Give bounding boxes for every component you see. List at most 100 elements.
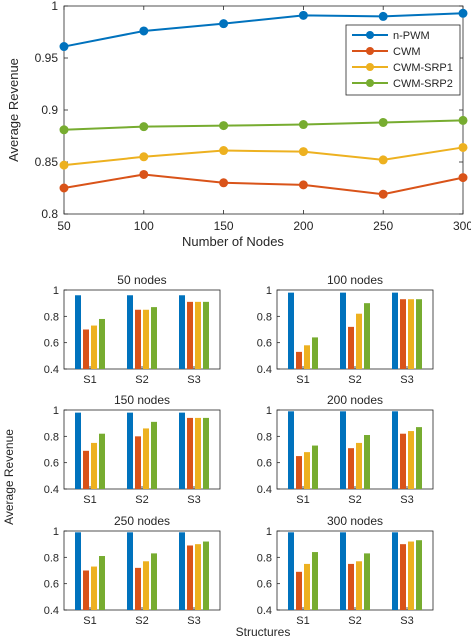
bar-chart-x-axis-label: Structures <box>236 625 291 639</box>
bar <box>340 411 346 489</box>
series-line-cwm-srp1 <box>63 146 464 167</box>
line-chart-series <box>59 8 468 199</box>
bar <box>179 412 185 489</box>
bar <box>195 301 201 369</box>
line-chart-x-axis-label: Number of Nodes <box>182 234 284 249</box>
bar <box>127 412 133 489</box>
bar <box>179 295 185 369</box>
data-point <box>458 8 468 18</box>
data-point <box>59 160 69 170</box>
x-tick-label: S1 <box>83 374 96 386</box>
x-tick-label: S1 <box>296 494 309 506</box>
x-tick-label: S3 <box>400 615 413 627</box>
data-point <box>458 115 468 125</box>
data-point <box>59 125 69 135</box>
x-tick-label: S2 <box>135 494 148 506</box>
bar <box>356 442 362 489</box>
bar <box>179 532 185 610</box>
data-point <box>219 19 229 29</box>
y-tick-label: 0.6 <box>44 338 59 350</box>
panel-title: 50 nodes <box>117 273 166 287</box>
y-tick-label: 0.6 <box>44 458 59 470</box>
data-point <box>219 178 229 188</box>
legend-label: CWM <box>393 46 421 58</box>
y-tick-label: 0.4 <box>44 484 59 496</box>
bar <box>195 417 201 489</box>
bar <box>312 337 318 369</box>
y-tick-label: 0.8 <box>44 552 59 564</box>
y-tick-label: 0.6 <box>257 338 272 350</box>
data-point <box>458 173 468 183</box>
x-tick-label: 300 <box>453 219 471 233</box>
bar <box>364 303 370 369</box>
bar <box>364 435 370 489</box>
bar <box>348 563 354 610</box>
bar <box>416 427 422 489</box>
panel-axes-box <box>63 289 221 370</box>
y-tick-label: 0.4 <box>44 605 59 617</box>
bar <box>312 445 318 489</box>
bar-panel-50-nodes: 50 nodes 0.4 0.6 0.8 1 S1 S2 S3 <box>44 273 221 386</box>
legend-swatch-marker <box>366 79 374 87</box>
bar <box>203 541 209 610</box>
y-tick-label: 0.4 <box>257 484 272 496</box>
bar <box>296 351 302 369</box>
bar <box>195 544 201 610</box>
y-tick-label: 0.9 <box>41 103 58 117</box>
line-chart: 0.8 0.85 0.9 0.95 1 50 100 150 200 250 300 Number… <box>6 0 471 249</box>
series-line-cwm <box>63 173 464 196</box>
bar <box>356 561 362 610</box>
y-tick-label: 0.6 <box>257 579 272 591</box>
bar <box>392 411 398 489</box>
panel-title: 250 nodes <box>114 514 170 528</box>
data-point <box>378 189 388 199</box>
line-chart-x-ticks: 50 100 150 200 250 300 <box>57 6 471 233</box>
legend-label: n-PWM <box>393 30 430 42</box>
bar <box>304 563 310 610</box>
data-point <box>378 117 388 127</box>
y-tick-label: 0.8 <box>257 311 272 323</box>
bar <box>143 309 149 369</box>
y-tick-label: 0.8 <box>44 431 59 443</box>
x-tick-label: S1 <box>296 374 309 386</box>
y-tick-label: 1 <box>266 526 272 538</box>
series-line-cwm-srp2 <box>63 119 464 131</box>
data-point <box>378 11 388 21</box>
data-point <box>59 183 69 193</box>
panel-title: 150 nodes <box>114 393 170 407</box>
y-tick-label: 1 <box>51 0 58 13</box>
x-tick-label: S2 <box>348 494 361 506</box>
bar <box>416 299 422 369</box>
bar <box>75 412 81 489</box>
panel-axes-box <box>63 409 221 490</box>
bar <box>296 456 302 489</box>
line-chart-y-ticks: 0.8 0.85 0.9 0.95 1 <box>35 0 463 221</box>
x-tick-label: 50 <box>57 219 71 233</box>
bar <box>392 292 398 369</box>
bar <box>288 532 294 610</box>
panel-axes-box <box>276 289 434 370</box>
bar <box>151 307 157 369</box>
x-tick-label: S1 <box>296 615 309 627</box>
x-tick-label: 200 <box>293 219 313 233</box>
y-tick-label: 1 <box>53 285 59 297</box>
y-tick-label: 0.8 <box>257 552 272 564</box>
y-tick-label: 0.8 <box>41 207 58 221</box>
data-point <box>298 10 308 20</box>
bar <box>187 545 193 610</box>
bar <box>408 299 414 369</box>
series-line-n-pwm <box>63 12 464 48</box>
data-point <box>139 152 149 162</box>
bar <box>400 544 406 610</box>
y-tick-label: 0.6 <box>257 458 272 470</box>
panel-axes-box <box>63 530 221 611</box>
y-tick-label: 0.4 <box>257 605 272 617</box>
x-tick-label: S3 <box>187 374 200 386</box>
bar <box>83 450 89 489</box>
bar <box>312 552 318 610</box>
bar <box>416 540 422 610</box>
y-tick-label: 0.4 <box>44 364 59 376</box>
bar <box>304 345 310 369</box>
bar <box>151 421 157 489</box>
